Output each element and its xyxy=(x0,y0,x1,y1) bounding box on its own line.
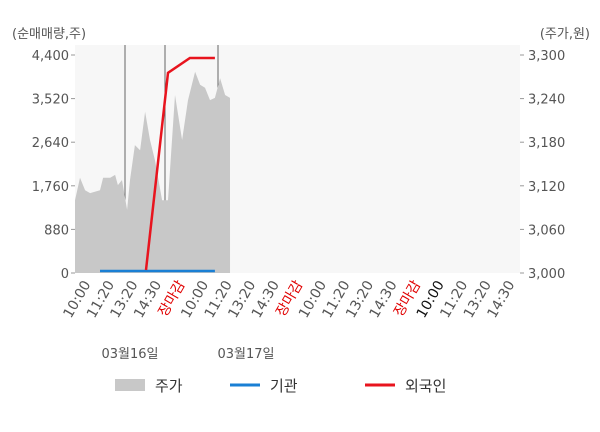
legend-label: 기관 xyxy=(270,377,298,395)
date-label: 03월17일 xyxy=(217,347,274,362)
date-label: 03월16일 xyxy=(101,347,158,362)
legend-label: 외국인 xyxy=(405,377,446,395)
y2-tick-label: 3,060 xyxy=(528,223,565,238)
y-axis-title: (순매매량,주) xyxy=(12,27,86,42)
y-tick-label: 0 xyxy=(61,267,69,282)
y2-tick-label: 3,180 xyxy=(528,136,565,151)
legend-label: 주가 xyxy=(155,377,183,395)
y-tick-label: 4,400 xyxy=(32,49,69,64)
price-area xyxy=(75,71,231,273)
y2-tick-label: 3,120 xyxy=(528,180,565,195)
y2-tick-label: 3,000 xyxy=(528,267,565,282)
y2-tick-label: 3,300 xyxy=(528,49,565,64)
y2-tick-label: 3,240 xyxy=(528,93,565,108)
y-tick-label: 2,640 xyxy=(32,136,69,151)
y-tick-label: 880 xyxy=(44,223,69,238)
y-tick-label: 3,520 xyxy=(32,93,69,108)
legend-swatch xyxy=(115,379,145,391)
y-tick-label: 1,760 xyxy=(32,180,69,195)
y2-axis-title: (주가,원) xyxy=(540,27,590,42)
series-line xyxy=(144,56,215,271)
